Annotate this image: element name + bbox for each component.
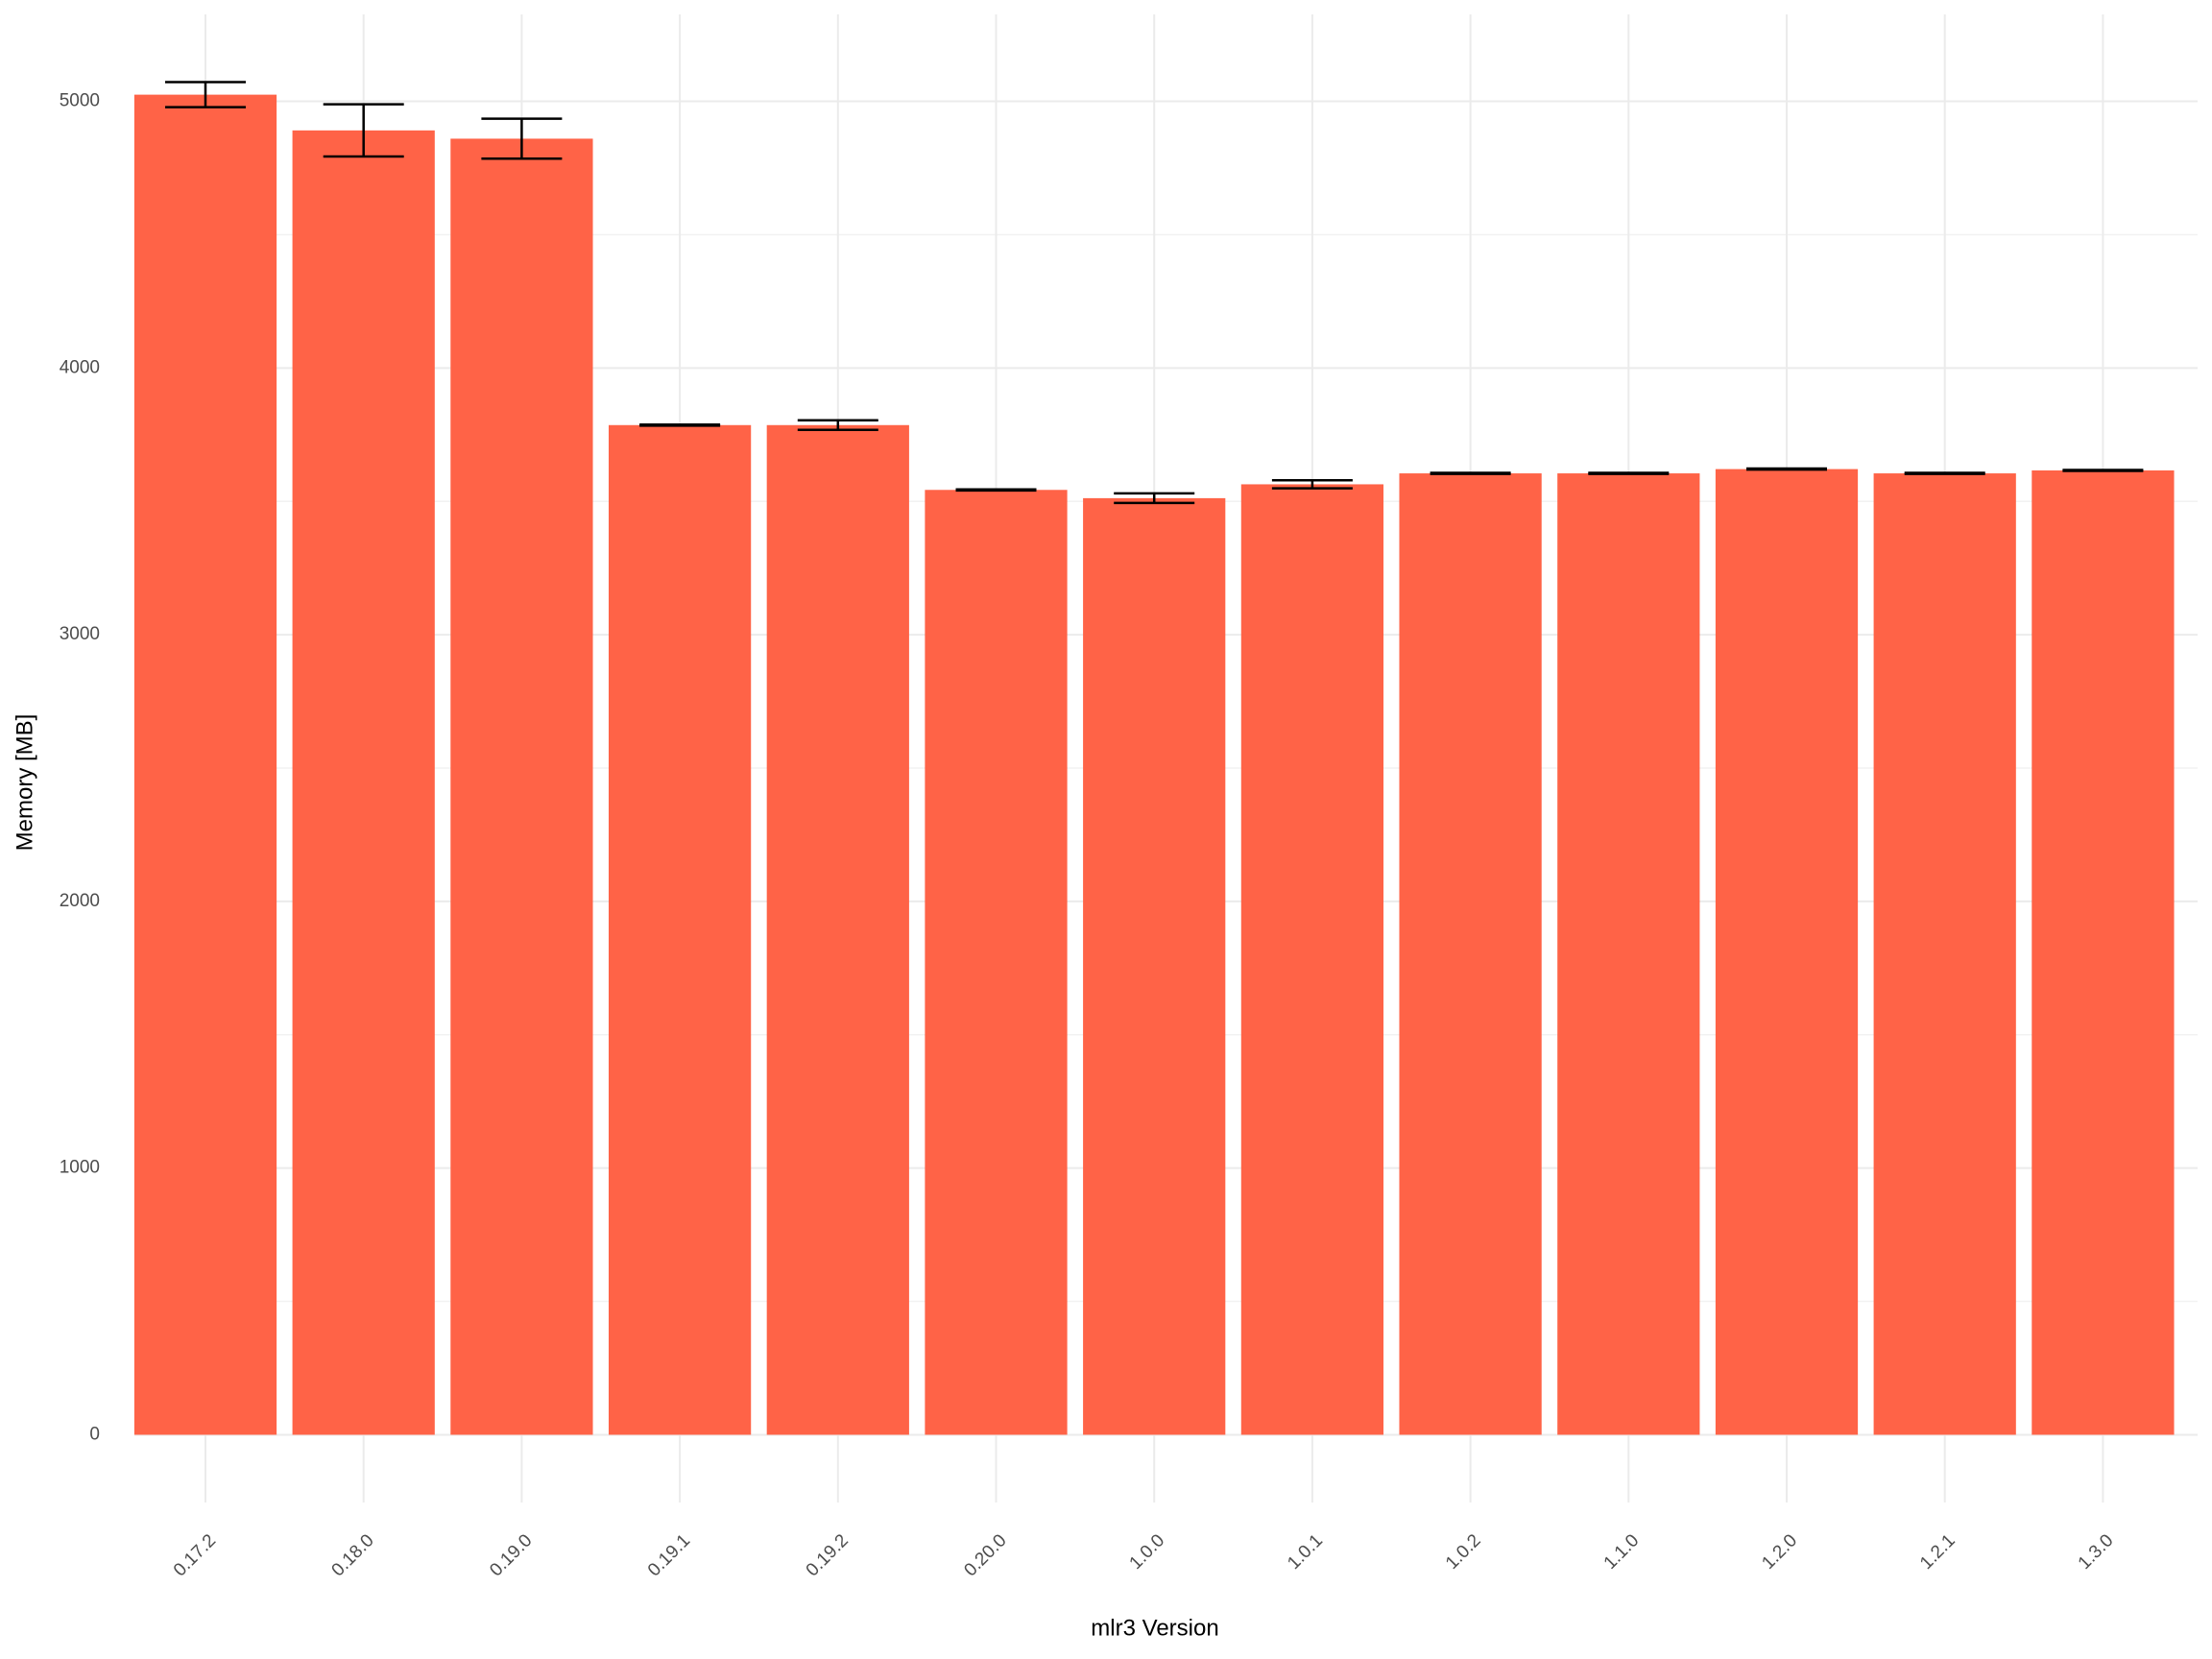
bar: [450, 138, 593, 1435]
bar: [608, 424, 752, 1435]
error-bar: [481, 117, 563, 160]
x-tick-label: 1.2.1: [1916, 1530, 1960, 1574]
y-tick-label: 1000: [60, 1158, 100, 1178]
x-tick-label: 1.0.1: [1284, 1530, 1327, 1574]
x-tick-label: 0.19.1: [644, 1530, 694, 1580]
error-bar: [1430, 471, 1511, 475]
bar: [292, 130, 435, 1435]
error-bar: [1114, 492, 1195, 505]
x-tick-label: 0.17.2: [170, 1530, 220, 1580]
error-bar: [955, 488, 1037, 493]
error-bar: [797, 419, 878, 432]
error-bar: [323, 103, 404, 158]
bar: [925, 490, 1068, 1435]
x-axis-title: mlr3 Version: [1091, 1615, 1218, 1641]
x-tick-label: 1.0.2: [1442, 1530, 1485, 1574]
x-tick-label: 1.0.0: [1126, 1530, 1169, 1574]
x-tick-label: 1.3.0: [2075, 1530, 2118, 1574]
bar: [2032, 470, 2175, 1435]
y-tick-label: 5000: [60, 91, 100, 111]
y-tick-label: 3000: [60, 624, 100, 644]
x-tick-label: 0.20.0: [960, 1530, 1010, 1580]
bar: [766, 424, 909, 1435]
x-tick-label: 0.19.2: [803, 1530, 853, 1580]
x-tick-label: 1.2.0: [1758, 1530, 1801, 1574]
error-bar: [165, 81, 246, 108]
x-tick-label: 0.19.0: [486, 1530, 536, 1580]
y-tick-label: 4000: [60, 357, 100, 377]
bar: [133, 94, 277, 1435]
y-tick-label: 0: [89, 1424, 100, 1444]
error-bar: [1271, 479, 1353, 490]
bar: [1715, 469, 1859, 1435]
bar: [1557, 473, 1700, 1435]
x-tick-label: 0.18.0: [328, 1530, 378, 1580]
x-tick-label: 1.1.0: [1600, 1530, 1644, 1574]
bar: [1083, 497, 1226, 1435]
error-bar: [639, 422, 721, 427]
error-bar: [2062, 469, 2144, 472]
error-bar: [1904, 471, 1985, 475]
y-tick-label: 2000: [60, 891, 100, 911]
bar: [1873, 473, 2016, 1435]
bar: [1399, 473, 1542, 1435]
bar: [1240, 484, 1384, 1435]
y-axis-title: Memory [MB]: [12, 714, 37, 852]
error-bar: [1588, 471, 1670, 475]
